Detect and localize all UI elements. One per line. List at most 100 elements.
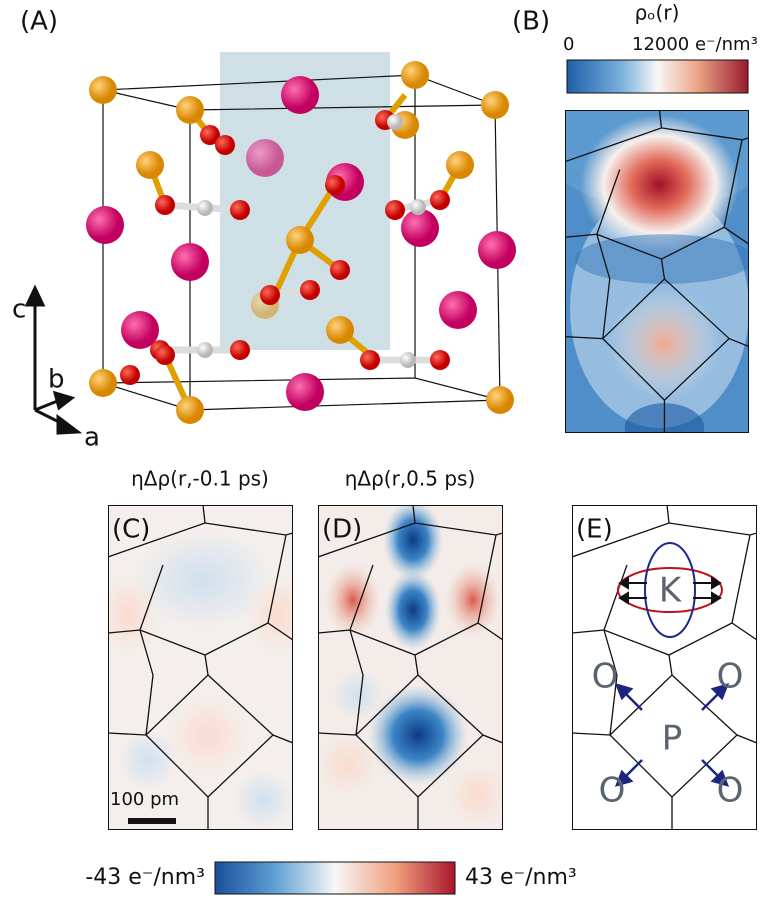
decoration — [147, 93, 463, 412]
decoration — [333, 670, 383, 720]
colorbar-max: 12000 e⁻/nm³ — [632, 34, 758, 55]
panel-label: (B) — [512, 7, 550, 37]
panel-title: ηΔρ(r,-0.1 ps) — [131, 467, 269, 491]
atom — [136, 151, 164, 179]
atom — [171, 243, 209, 281]
atom — [86, 206, 124, 244]
colorbar-min: 0 — [563, 34, 574, 55]
decoration — [52, 390, 76, 411]
decoration — [233, 770, 293, 830]
atom — [286, 226, 314, 254]
atom — [401, 61, 429, 89]
atom — [286, 373, 324, 411]
atom — [385, 200, 405, 220]
decoration — [572, 505, 757, 830]
decoration — [108, 575, 158, 655]
axis-label: b — [48, 365, 65, 395]
decoration — [86, 61, 516, 424]
atom — [330, 260, 350, 280]
atom — [430, 190, 450, 210]
schematic — [572, 505, 757, 830]
scale-bar-label: 100 pm — [110, 789, 179, 810]
decoration — [118, 730, 178, 790]
atom — [89, 369, 117, 397]
atom — [89, 76, 117, 104]
atom-label: O — [717, 657, 744, 697]
decoration — [579, 114, 740, 255]
atom-label: O — [599, 771, 626, 811]
decoration — [566, 59, 749, 94]
atom — [486, 386, 514, 414]
decoration — [24, 284, 46, 307]
axis-label: c — [12, 295, 26, 325]
decoration — [383, 505, 443, 580]
decoration — [448, 765, 503, 825]
atom — [246, 139, 284, 177]
atom — [197, 200, 213, 216]
decoration — [622, 582, 718, 599]
decoration — [325, 562, 381, 638]
atom — [200, 125, 220, 145]
decoration — [614, 683, 730, 787]
decoration — [644, 542, 696, 638]
atom — [401, 209, 439, 247]
decoration — [214, 861, 456, 895]
atom — [430, 350, 450, 370]
axis-label: a — [84, 423, 100, 453]
colorbar-max: 43 e⁻/nm³ — [465, 865, 577, 890]
atom — [410, 199, 426, 215]
atom — [326, 316, 354, 344]
decoration — [385, 570, 441, 650]
decoration — [168, 695, 248, 775]
decoration — [618, 576, 722, 605]
panel-title: ηΔρ(r,0.5 ps) — [345, 467, 476, 491]
decoration — [56, 414, 83, 435]
decoration — [609, 288, 720, 399]
density-map — [565, 110, 749, 433]
atom — [155, 345, 175, 365]
atom — [478, 231, 516, 269]
atom — [300, 280, 320, 300]
decoration — [618, 576, 722, 605]
panel-label: (C) — [112, 515, 150, 545]
atom — [260, 285, 280, 305]
atom — [325, 175, 345, 195]
atom-label: K — [659, 571, 683, 611]
atom — [121, 311, 159, 349]
decoration — [445, 562, 501, 638]
atom — [215, 135, 235, 155]
panel-label: (E) — [576, 515, 613, 545]
atom-label: P — [662, 719, 683, 759]
panel-label: (A) — [20, 7, 58, 37]
decoration — [621, 689, 723, 781]
decoration — [147, 93, 463, 412]
decoration — [614, 683, 730, 787]
decoration — [617, 567, 723, 613]
atom — [439, 291, 477, 329]
atom — [176, 396, 204, 424]
atom — [230, 200, 250, 220]
atom — [400, 352, 416, 368]
decoration — [24, 284, 83, 435]
panel-label: (D) — [322, 515, 362, 545]
difference-map — [108, 505, 293, 830]
decoration — [128, 818, 176, 824]
decoration — [248, 575, 293, 655]
atom — [481, 91, 509, 119]
atom — [176, 96, 204, 124]
atom — [197, 342, 213, 358]
atom — [120, 365, 140, 385]
atom-label: O — [717, 771, 744, 811]
atom — [446, 151, 474, 179]
atom — [360, 350, 380, 370]
panel-title: ρₒ(r) — [635, 1, 680, 25]
colorbar-min: -43 e⁻/nm³ — [85, 865, 205, 890]
atom — [155, 195, 175, 215]
decoration — [368, 685, 468, 785]
atom-label: O — [592, 657, 619, 697]
atom — [281, 76, 319, 114]
atom — [387, 114, 403, 130]
atom — [230, 340, 250, 360]
difference-map — [318, 505, 503, 830]
